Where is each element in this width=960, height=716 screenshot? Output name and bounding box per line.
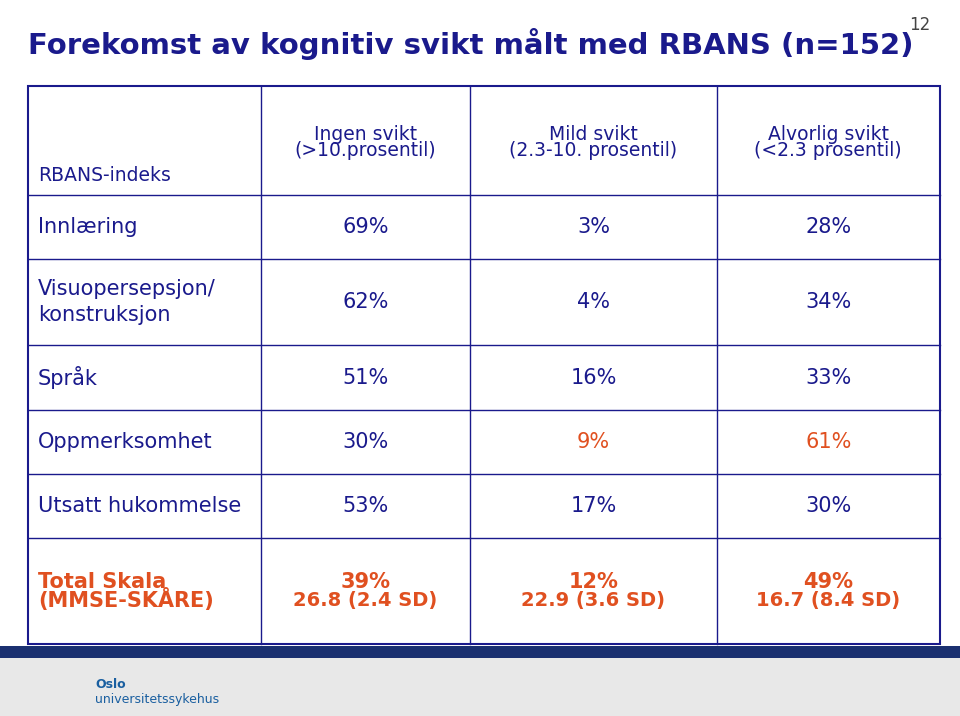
Text: 62%: 62%: [343, 292, 389, 312]
Text: Oslo: Oslo: [95, 679, 126, 692]
Text: 53%: 53%: [343, 496, 389, 516]
Text: 49%: 49%: [804, 572, 853, 592]
Text: Utsatt hukommelse: Utsatt hukommelse: [38, 496, 241, 516]
Text: 69%: 69%: [342, 217, 389, 237]
Text: 3%: 3%: [577, 217, 610, 237]
Text: Visuopersepsjon/
konstruksjon: Visuopersepsjon/ konstruksjon: [38, 279, 216, 325]
Text: 9%: 9%: [577, 432, 610, 452]
Text: Mild svikt: Mild svikt: [549, 125, 637, 144]
Text: 39%: 39%: [341, 572, 391, 592]
Bar: [0, 646, 960, 658]
Text: 34%: 34%: [805, 292, 852, 312]
Text: 17%: 17%: [570, 496, 616, 516]
Text: (>10.prosentil): (>10.prosentil): [295, 141, 436, 160]
Text: Oppmerksomhet: Oppmerksomhet: [38, 432, 212, 452]
Text: Total Skala: Total Skala: [38, 572, 166, 592]
Text: 61%: 61%: [805, 432, 852, 452]
Text: Alvorlig svikt: Alvorlig svikt: [768, 125, 889, 144]
Text: 30%: 30%: [343, 432, 389, 452]
Text: 33%: 33%: [805, 367, 852, 387]
Text: 51%: 51%: [343, 367, 389, 387]
Text: Språk: Språk: [38, 366, 98, 389]
Text: universitetssykehus: universitetssykehus: [95, 692, 219, 705]
Text: RBANS-indeks: RBANS-indeks: [38, 166, 171, 185]
Bar: [28, 86, 940, 644]
Text: 22.9 (3.6 SD): 22.9 (3.6 SD): [521, 591, 665, 611]
Text: (MMSE-SKÅRE): (MMSE-SKÅRE): [38, 589, 214, 611]
Text: 16%: 16%: [570, 367, 616, 387]
Text: 26.8 (2.4 SD): 26.8 (2.4 SD): [294, 591, 438, 611]
Text: Innlæring: Innlæring: [38, 217, 137, 237]
Text: Ingen svikt: Ingen svikt: [314, 125, 417, 144]
Text: 16.7 (8.4 SD): 16.7 (8.4 SD): [756, 591, 900, 611]
Text: 28%: 28%: [805, 217, 852, 237]
Text: (<2.3 prosentil): (<2.3 prosentil): [755, 141, 902, 160]
Text: 12%: 12%: [568, 572, 618, 592]
Text: 12: 12: [909, 16, 930, 34]
Bar: [0, 658, 960, 716]
Text: 30%: 30%: [805, 496, 852, 516]
Text: Forekomst av kognitiv svikt målt med RBANS (n=152): Forekomst av kognitiv svikt målt med RBA…: [28, 28, 914, 60]
Text: 4%: 4%: [577, 292, 610, 312]
Text: (2.3-10. prosentil): (2.3-10. prosentil): [510, 141, 678, 160]
